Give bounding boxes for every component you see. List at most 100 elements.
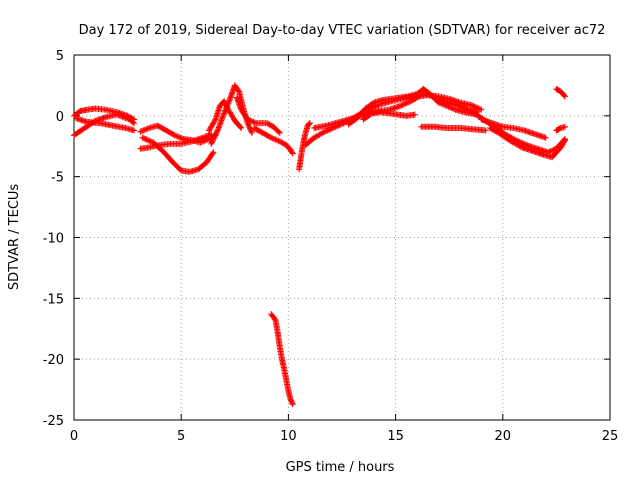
data-point	[209, 150, 216, 157]
data-point	[238, 125, 245, 131]
data-point	[247, 125, 254, 132]
data-point	[467, 101, 474, 108]
data-point	[445, 103, 452, 110]
data-point	[137, 128, 144, 135]
series-trace-l	[296, 120, 313, 173]
data-point	[174, 133, 181, 140]
data-point	[201, 137, 208, 144]
data-point	[199, 134, 206, 141]
data-point	[226, 97, 233, 104]
data-point	[171, 132, 178, 139]
y-tick-label: -5	[51, 171, 64, 186]
data-point	[203, 132, 210, 139]
data-point	[451, 106, 458, 113]
data-point	[200, 138, 207, 145]
data-point	[399, 101, 406, 108]
data-point	[269, 135, 276, 142]
data-point	[367, 111, 374, 118]
y-tick-label: -20	[43, 353, 64, 368]
y-tick-label: 0	[56, 110, 64, 125]
data-point	[306, 120, 313, 127]
data-point	[478, 106, 485, 113]
data-point	[173, 132, 180, 139]
data-point	[449, 105, 456, 112]
series-trace-b	[71, 105, 138, 123]
data-point	[411, 111, 418, 118]
data-point	[446, 104, 453, 111]
data-point	[549, 147, 556, 154]
data-point	[221, 108, 228, 115]
data-point	[143, 126, 150, 133]
data-point	[251, 119, 258, 126]
axis-ticks: 0 5 10 15 20 25 -25 -20 -15 -10 -5 0 5	[43, 49, 619, 444]
data-point	[248, 118, 255, 125]
data-point	[140, 127, 147, 134]
series-trace-g	[208, 82, 255, 147]
data-point	[138, 128, 145, 135]
x-axis-label: GPS time / hours	[286, 460, 395, 475]
data-point	[201, 134, 208, 141]
data-point	[248, 128, 255, 135]
data-point	[275, 137, 282, 144]
series-trace-h	[206, 98, 245, 134]
data-point	[178, 135, 185, 142]
data-point	[131, 127, 138, 134]
data-point	[440, 97, 447, 104]
data-point	[475, 105, 482, 112]
data-point	[561, 137, 568, 144]
data-point	[139, 134, 146, 141]
data-point	[223, 103, 230, 110]
data-point	[306, 120, 313, 127]
series-trace-s	[478, 116, 549, 141]
x-tick-label: 10	[280, 429, 297, 444]
data-point	[267, 134, 274, 141]
data-point	[245, 122, 252, 129]
data-point	[202, 133, 209, 140]
data-point	[320, 129, 327, 136]
data-point	[248, 129, 255, 136]
data-point	[272, 136, 279, 143]
data-point	[204, 136, 211, 143]
data-point	[208, 140, 215, 147]
series-trace-i	[233, 94, 283, 136]
data-point	[144, 137, 151, 144]
data-point	[147, 138, 154, 145]
data-point	[244, 116, 251, 123]
data-point	[221, 98, 228, 105]
data-point	[268, 134, 275, 141]
data-point	[206, 131, 213, 138]
y-axis-label: SDTVAR / TECUs	[7, 184, 22, 291]
data-point	[140, 135, 147, 142]
x-tick-label: 0	[70, 429, 78, 444]
y-tick-label: -15	[43, 292, 64, 307]
data-point	[211, 117, 218, 124]
data-point	[442, 102, 449, 109]
data-point	[209, 138, 216, 145]
data-point	[444, 103, 451, 110]
data-point	[435, 99, 442, 106]
data-point	[131, 116, 138, 123]
grid	[74, 55, 610, 420]
data-point	[141, 126, 148, 133]
x-tick-label: 25	[602, 429, 619, 444]
data-point	[245, 121, 252, 128]
data-point	[246, 124, 253, 131]
data-point	[221, 99, 228, 106]
data-point	[176, 134, 183, 141]
data-point	[448, 104, 455, 111]
data-point	[208, 139, 215, 146]
data-point	[276, 129, 283, 136]
series-trace-v	[553, 86, 568, 100]
data-point	[547, 148, 554, 155]
data-point	[398, 102, 405, 109]
data-points	[71, 82, 568, 408]
data-point	[441, 101, 448, 108]
data-point	[212, 131, 219, 138]
series-trace-j	[251, 125, 296, 157]
data-point	[211, 134, 218, 141]
data-point	[212, 132, 219, 139]
series-trace-r	[469, 109, 568, 156]
data-point	[275, 128, 282, 135]
data-point	[222, 101, 229, 108]
data-point	[213, 130, 220, 137]
